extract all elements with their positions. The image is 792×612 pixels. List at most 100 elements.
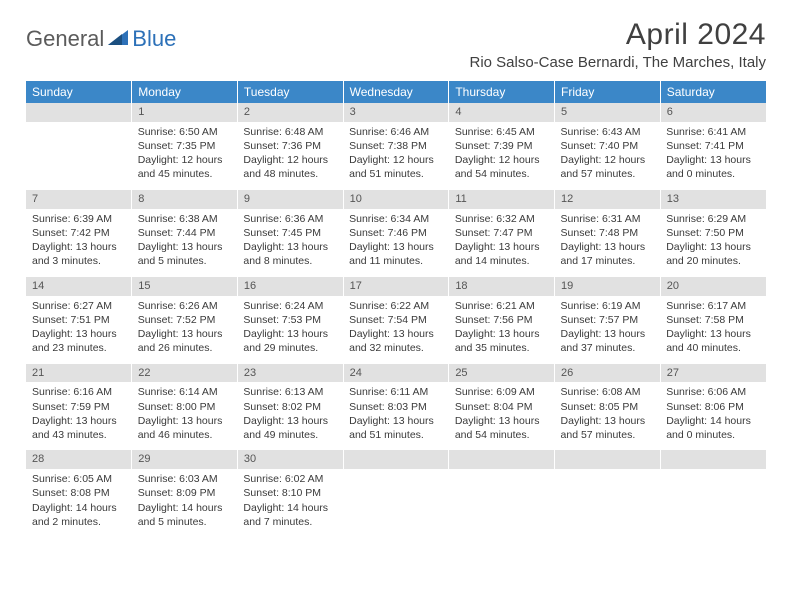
day-content-cell: Sunrise: 6:24 AMSunset: 7:53 PMDaylight:… bbox=[237, 296, 343, 364]
day-number-cell: 4 bbox=[449, 103, 555, 122]
day-info-line: Sunrise: 6:27 AM bbox=[32, 299, 126, 313]
day-info-line: Daylight: 13 hours bbox=[455, 240, 549, 254]
day-info-line: Sunset: 8:03 PM bbox=[349, 400, 443, 414]
day-info-line: Sunrise: 6:29 AM bbox=[666, 212, 760, 226]
day-info-line: and 3 minutes. bbox=[32, 254, 126, 268]
day-number-cell: 15 bbox=[132, 277, 238, 296]
day-info-line: and 57 minutes. bbox=[561, 428, 655, 442]
day-info-line: Sunset: 7:56 PM bbox=[455, 313, 549, 327]
day-content-cell: Sunrise: 6:31 AMSunset: 7:48 PMDaylight:… bbox=[555, 209, 661, 277]
day-info-line: Sunset: 7:47 PM bbox=[455, 226, 549, 240]
day-info-line: Sunrise: 6:36 AM bbox=[243, 212, 337, 226]
day-info-line: Daylight: 13 hours bbox=[561, 414, 655, 428]
day-info-line: and 14 minutes. bbox=[455, 254, 549, 268]
day-number-cell: 14 bbox=[26, 277, 132, 296]
day-content-cell: Sunrise: 6:14 AMSunset: 8:00 PMDaylight:… bbox=[132, 382, 238, 450]
day-info-line: Daylight: 13 hours bbox=[349, 414, 443, 428]
day-number-cell: 6 bbox=[660, 103, 766, 122]
day-content-cell: Sunrise: 6:05 AMSunset: 8:08 PMDaylight:… bbox=[26, 469, 132, 537]
day-info-line: and 51 minutes. bbox=[349, 428, 443, 442]
day-info-line: Sunset: 7:45 PM bbox=[243, 226, 337, 240]
day-content-row: Sunrise: 6:27 AMSunset: 7:51 PMDaylight:… bbox=[26, 296, 766, 364]
day-info-line: Sunrise: 6:31 AM bbox=[561, 212, 655, 226]
day-info-line: Sunrise: 6:05 AM bbox=[32, 472, 126, 486]
day-info-line: Sunrise: 6:46 AM bbox=[349, 125, 443, 139]
day-info-line: and 26 minutes. bbox=[138, 341, 232, 355]
day-info-line: and 7 minutes. bbox=[243, 515, 337, 529]
day-info-line: Sunrise: 6:41 AM bbox=[666, 125, 760, 139]
day-info-line: and 32 minutes. bbox=[349, 341, 443, 355]
title-block: April 2024 Rio Salso-Case Bernardi, The … bbox=[469, 18, 766, 71]
day-content-cell bbox=[555, 469, 661, 537]
day-info-line: Daylight: 13 hours bbox=[243, 414, 337, 428]
day-info-line: Daylight: 13 hours bbox=[138, 327, 232, 341]
day-content-cell: Sunrise: 6:36 AMSunset: 7:45 PMDaylight:… bbox=[237, 209, 343, 277]
day-number-cell: 16 bbox=[237, 277, 343, 296]
day-info-line: and 20 minutes. bbox=[666, 254, 760, 268]
day-info-line: Sunrise: 6:24 AM bbox=[243, 299, 337, 313]
day-content-row: Sunrise: 6:16 AMSunset: 7:59 PMDaylight:… bbox=[26, 382, 766, 450]
day-number-cell: 25 bbox=[449, 364, 555, 383]
day-content-cell: Sunrise: 6:43 AMSunset: 7:40 PMDaylight:… bbox=[555, 122, 661, 190]
day-content-cell: Sunrise: 6:17 AMSunset: 7:58 PMDaylight:… bbox=[660, 296, 766, 364]
day-info-line: and 43 minutes. bbox=[32, 428, 126, 442]
day-info-line: Sunset: 7:41 PM bbox=[666, 139, 760, 153]
day-content-cell: Sunrise: 6:03 AMSunset: 8:09 PMDaylight:… bbox=[132, 469, 238, 537]
day-info-line: Sunset: 7:44 PM bbox=[138, 226, 232, 240]
day-number-row: 123456 bbox=[26, 103, 766, 122]
logo-text-blue: Blue bbox=[132, 26, 176, 52]
day-info-line: Daylight: 13 hours bbox=[666, 240, 760, 254]
day-number-cell: 12 bbox=[555, 190, 661, 209]
day-info-line: Sunrise: 6:13 AM bbox=[243, 385, 337, 399]
day-info-line: and 54 minutes. bbox=[455, 167, 549, 181]
day-content-cell: Sunrise: 6:41 AMSunset: 7:41 PMDaylight:… bbox=[660, 122, 766, 190]
day-info-line: Daylight: 12 hours bbox=[455, 153, 549, 167]
day-info-line: Sunset: 7:57 PM bbox=[561, 313, 655, 327]
logo-triangle-icon bbox=[108, 28, 130, 51]
day-number-cell: 26 bbox=[555, 364, 661, 383]
day-info-line: Daylight: 14 hours bbox=[138, 501, 232, 515]
day-number-cell: 11 bbox=[449, 190, 555, 209]
day-info-line: Sunrise: 6:43 AM bbox=[561, 125, 655, 139]
day-info-line: Daylight: 13 hours bbox=[32, 327, 126, 341]
day-number-row: 14151617181920 bbox=[26, 277, 766, 296]
day-info-line: Sunrise: 6:06 AM bbox=[666, 385, 760, 399]
day-info-line: Sunrise: 6:19 AM bbox=[561, 299, 655, 313]
day-number-cell: 20 bbox=[660, 277, 766, 296]
day-info-line: Daylight: 13 hours bbox=[666, 153, 760, 167]
day-info-line: Sunset: 7:53 PM bbox=[243, 313, 337, 327]
day-number-cell: 18 bbox=[449, 277, 555, 296]
day-number-cell: 24 bbox=[343, 364, 449, 383]
day-number-cell bbox=[26, 103, 132, 122]
weekday-header: Thursday bbox=[449, 81, 555, 103]
day-info-line: Daylight: 12 hours bbox=[561, 153, 655, 167]
day-content-cell: Sunrise: 6:13 AMSunset: 8:02 PMDaylight:… bbox=[237, 382, 343, 450]
day-info-line: Sunrise: 6:39 AM bbox=[32, 212, 126, 226]
day-info-line: Sunrise: 6:16 AM bbox=[32, 385, 126, 399]
day-info-line: Sunrise: 6:22 AM bbox=[349, 299, 443, 313]
day-number-cell: 10 bbox=[343, 190, 449, 209]
day-info-line: and 8 minutes. bbox=[243, 254, 337, 268]
day-content-cell: Sunrise: 6:39 AMSunset: 7:42 PMDaylight:… bbox=[26, 209, 132, 277]
day-info-line: Sunrise: 6:34 AM bbox=[349, 212, 443, 226]
day-number-row: 282930 bbox=[26, 450, 766, 469]
logo: General Blue bbox=[26, 26, 176, 52]
day-number-row: 78910111213 bbox=[26, 190, 766, 209]
day-info-line: Sunset: 8:06 PM bbox=[666, 400, 760, 414]
day-info-line: and 45 minutes. bbox=[138, 167, 232, 181]
day-info-line: and 37 minutes. bbox=[561, 341, 655, 355]
day-number-cell bbox=[343, 450, 449, 469]
day-info-line: Sunset: 8:08 PM bbox=[32, 486, 126, 500]
day-info-line: Sunset: 8:00 PM bbox=[138, 400, 232, 414]
day-info-line: Sunrise: 6:02 AM bbox=[243, 472, 337, 486]
day-info-line: Daylight: 13 hours bbox=[561, 327, 655, 341]
day-info-line: Sunset: 7:39 PM bbox=[455, 139, 549, 153]
day-info-line: Daylight: 12 hours bbox=[243, 153, 337, 167]
day-number-cell: 21 bbox=[26, 364, 132, 383]
day-info-line: Daylight: 14 hours bbox=[243, 501, 337, 515]
day-info-line: Sunrise: 6:11 AM bbox=[349, 385, 443, 399]
day-number-cell: 27 bbox=[660, 364, 766, 383]
day-info-line: Sunrise: 6:26 AM bbox=[138, 299, 232, 313]
day-info-line: Sunset: 7:58 PM bbox=[666, 313, 760, 327]
day-content-cell bbox=[660, 469, 766, 537]
